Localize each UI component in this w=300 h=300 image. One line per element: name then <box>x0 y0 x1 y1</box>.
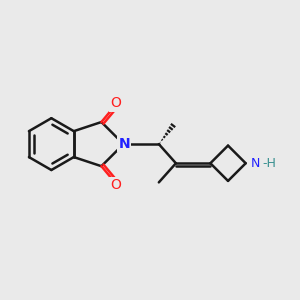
Text: -H: -H <box>262 157 276 170</box>
Text: O: O <box>111 96 122 110</box>
Text: N: N <box>251 157 260 170</box>
Text: O: O <box>111 178 122 192</box>
Text: N: N <box>118 137 130 151</box>
